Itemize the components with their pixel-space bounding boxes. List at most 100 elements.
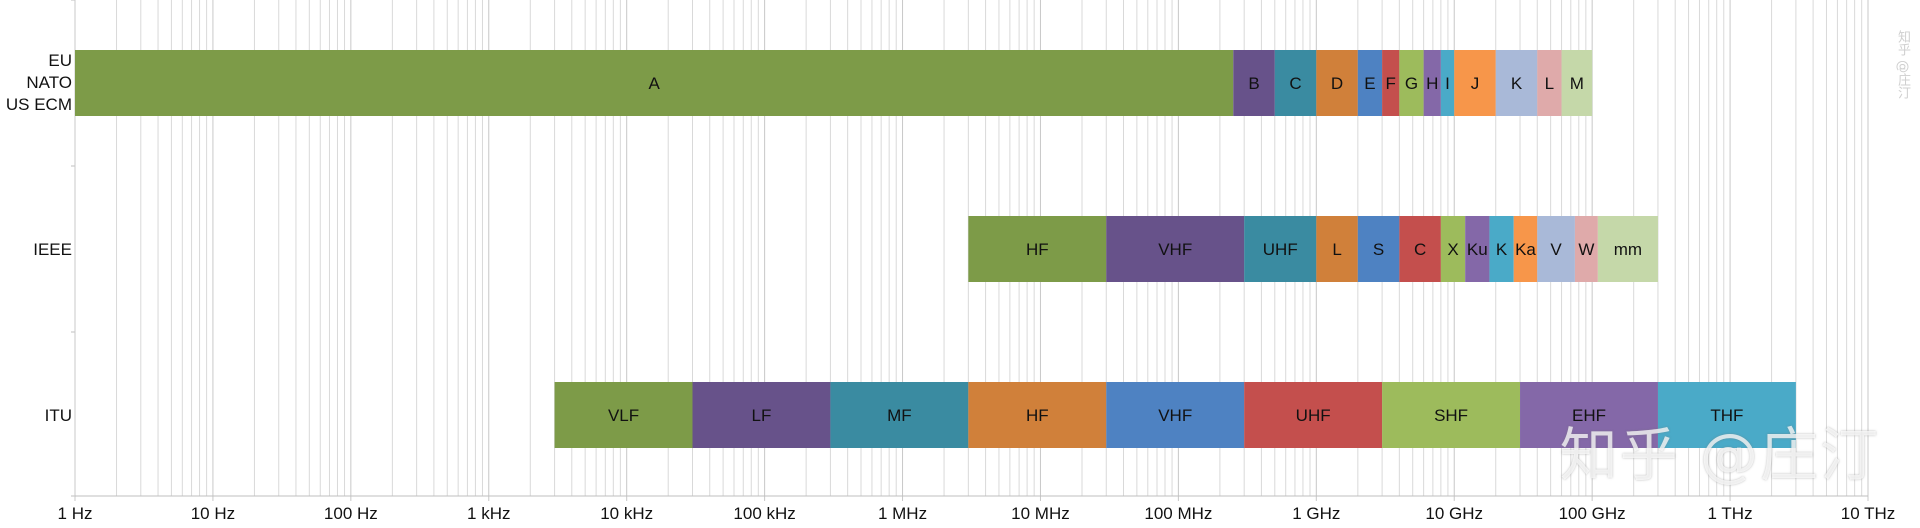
band-bar bbox=[968, 216, 1107, 282]
category-label-line: EU bbox=[48, 51, 72, 70]
band-bar bbox=[830, 382, 969, 448]
band-label: B bbox=[1248, 74, 1259, 93]
band-label: W bbox=[1578, 240, 1594, 259]
x-tick-label: 1 THz bbox=[1708, 504, 1753, 523]
x-tick-label: 10 kHz bbox=[600, 504, 653, 523]
band-label: C bbox=[1289, 74, 1301, 93]
band-bar bbox=[1357, 50, 1383, 116]
band-label: K bbox=[1511, 74, 1523, 93]
x-tick-label: 100 GHz bbox=[1559, 504, 1626, 523]
band-bar bbox=[1423, 50, 1441, 116]
category-labels: EU NATO US ECM IEEE ITU bbox=[6, 51, 72, 425]
band-bar bbox=[1574, 216, 1598, 282]
band-bar bbox=[1513, 216, 1538, 282]
band-label: E bbox=[1364, 74, 1375, 93]
band-label: mm bbox=[1614, 240, 1642, 259]
band-bar bbox=[1382, 50, 1400, 116]
band-bar bbox=[75, 50, 1234, 116]
band-bar bbox=[1399, 50, 1424, 116]
band-bar bbox=[1233, 50, 1275, 116]
band-label: L bbox=[1545, 74, 1554, 93]
band-label: VLF bbox=[608, 406, 639, 425]
band-bar bbox=[968, 382, 1107, 448]
band-bar bbox=[1316, 216, 1358, 282]
band-label: HF bbox=[1026, 406, 1049, 425]
band-label: F bbox=[1386, 74, 1396, 93]
watermark: 知乎 @庄汀 bbox=[1559, 421, 1880, 489]
band-label: VHF bbox=[1158, 406, 1192, 425]
x-tick-label: 1 MHz bbox=[878, 504, 927, 523]
band-label: MF bbox=[887, 406, 912, 425]
x-tick-label: 100 Hz bbox=[324, 504, 378, 523]
band-bar bbox=[1489, 216, 1514, 282]
category-label-line: US ECM bbox=[6, 95, 72, 114]
band-bar bbox=[1537, 216, 1575, 282]
band-bar bbox=[1465, 216, 1490, 282]
band-bar bbox=[1520, 382, 1658, 448]
band-bar bbox=[1537, 50, 1562, 116]
category-label-line: ITU bbox=[45, 406, 72, 425]
band-bar bbox=[1454, 50, 1496, 116]
band-label: EHF bbox=[1572, 406, 1606, 425]
band-label: I bbox=[1445, 74, 1450, 93]
category-label-line: NATO bbox=[26, 73, 72, 92]
band-label: LF bbox=[752, 406, 772, 425]
x-tick-label: 1 kHz bbox=[467, 504, 510, 523]
band-bar bbox=[1495, 50, 1538, 116]
band-bar bbox=[1597, 216, 1658, 282]
category-label: ITU bbox=[45, 406, 72, 425]
band-label: VHF bbox=[1158, 240, 1192, 259]
band-label: V bbox=[1550, 240, 1562, 259]
band-label: M bbox=[1570, 74, 1584, 93]
x-tick-label: 100 kHz bbox=[733, 504, 795, 523]
band-bar bbox=[1399, 216, 1441, 282]
x-tick-label: 10 THz bbox=[1841, 504, 1896, 523]
x-tick-label: 10 GHz bbox=[1425, 504, 1483, 523]
category-label: IEEE bbox=[33, 240, 72, 259]
band-bar bbox=[1244, 382, 1383, 448]
band-label: J bbox=[1471, 74, 1480, 93]
side-watermark: 知乎 @庄汀 bbox=[1895, 30, 1910, 100]
band-bar bbox=[1440, 50, 1455, 116]
band-label: UHF bbox=[1263, 240, 1298, 259]
x-tick-label: 1 GHz bbox=[1292, 504, 1340, 523]
band-bar bbox=[1357, 216, 1400, 282]
band-bar bbox=[1316, 50, 1358, 116]
x-axis: 1 Hz 10 Hz 100 Hz 1 kHz 10 kHz 100 kHz 1 MHz 10… bbox=[58, 495, 1896, 523]
band-label: SHF bbox=[1434, 406, 1468, 425]
band-bar bbox=[1106, 216, 1245, 282]
band-label: Ka bbox=[1515, 240, 1536, 259]
x-tick-label: 10 MHz bbox=[1011, 504, 1070, 523]
band-bar bbox=[1382, 382, 1521, 448]
band-bar bbox=[554, 382, 693, 448]
band-bar bbox=[1440, 216, 1466, 282]
band-bar bbox=[1657, 382, 1796, 448]
x-tick-label: 1 Hz bbox=[58, 504, 93, 523]
band-label: S bbox=[1373, 240, 1384, 259]
band-bar bbox=[1274, 50, 1317, 116]
band-label: Ku bbox=[1467, 240, 1488, 259]
band-row-2: VLF LF MF HF VHF UHF SHF EHF THF bbox=[554, 382, 1796, 448]
band-label: D bbox=[1331, 74, 1343, 93]
category-label-line: IEEE bbox=[33, 240, 72, 259]
band-label: HF bbox=[1026, 240, 1049, 259]
band-bar bbox=[692, 382, 831, 448]
band-label: K bbox=[1496, 240, 1508, 259]
band-label: THF bbox=[1710, 406, 1743, 425]
band-label: G bbox=[1405, 74, 1418, 93]
band-label: H bbox=[1426, 74, 1438, 93]
band-label: L bbox=[1332, 240, 1341, 259]
x-tick-label: 100 MHz bbox=[1144, 504, 1212, 523]
band-label: C bbox=[1414, 240, 1426, 259]
band-bar bbox=[1561, 50, 1593, 116]
band-bar bbox=[1244, 216, 1317, 282]
band-bar bbox=[1106, 382, 1245, 448]
x-tick-label: 10 Hz bbox=[191, 504, 235, 523]
category-label: EU NATO US ECM bbox=[6, 51, 72, 114]
band-label: UHF bbox=[1296, 406, 1331, 425]
band-label: X bbox=[1447, 240, 1458, 259]
